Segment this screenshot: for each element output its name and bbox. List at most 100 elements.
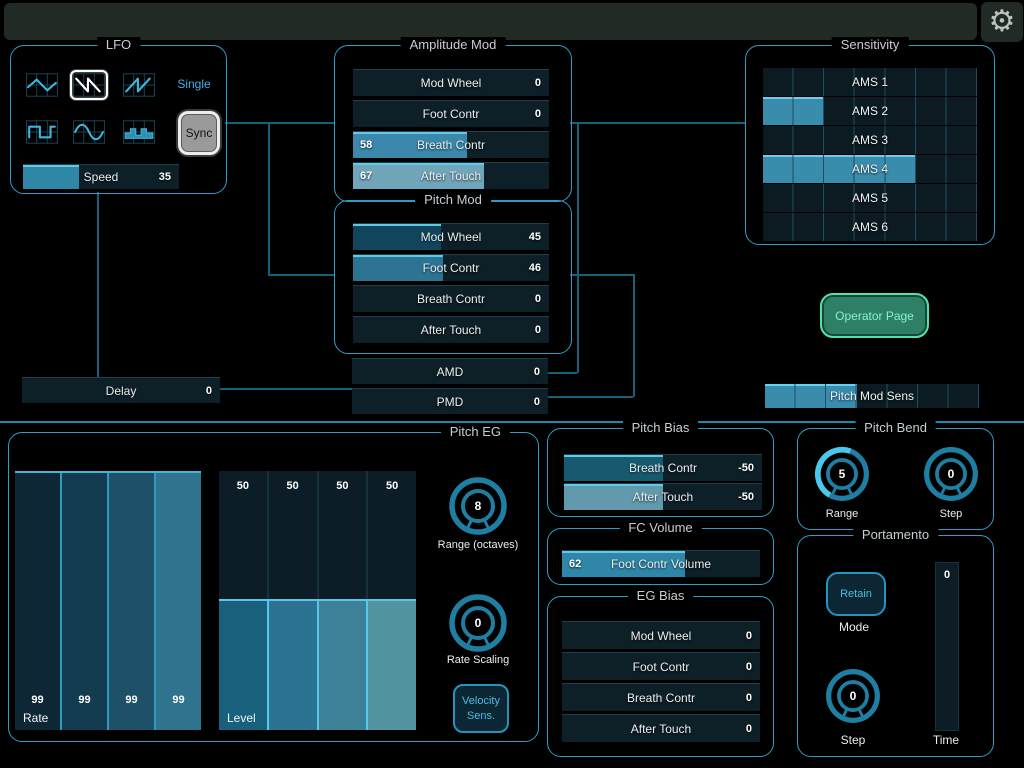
range-octaves-knob[interactable]: 8: [446, 474, 510, 538]
param-fill: [564, 484, 663, 510]
pitch-mod-sens-slider[interactable]: Pitch Mod Sens: [765, 384, 979, 408]
param-row-after-touch[interactable]: After Touch 67: [353, 162, 549, 189]
eg-bias-panel: EG Bias Mod Wheel 0 Foot Contr 0 Breath …: [547, 588, 774, 757]
panel-title: Portamento: [852, 527, 939, 542]
knob-value: 5: [838, 467, 846, 481]
level-bar-2[interactable]: 50: [268, 471, 317, 599]
bend-range-knob[interactable]: 5: [812, 444, 872, 504]
param-label: AMD: [436, 364, 464, 379]
knob-value: 8: [474, 499, 482, 513]
param-value: 58: [360, 139, 373, 151]
param-row-foot-contr[interactable]: Foot Contr 0: [562, 652, 760, 680]
rate-value: 99: [172, 694, 185, 706]
rate-value: 99: [78, 694, 91, 706]
param-label: Breath Contr: [628, 461, 698, 475]
pmd-row[interactable]: PMD 0: [352, 388, 548, 414]
lfo-single-option[interactable]: Single: [177, 77, 211, 91]
param-row-breath-contr[interactable]: Breath Contr 58: [353, 131, 549, 158]
param-row-breath-contr[interactable]: Breath Contr 0: [353, 285, 549, 312]
level-fill-1[interactable]: [219, 601, 267, 730]
level-bar-4[interactable]: 50: [368, 471, 416, 599]
velocity-sens-button[interactable]: Velocity Sens.: [453, 684, 509, 733]
param-label: After Touch: [632, 490, 694, 504]
level-bar-3[interactable]: 50: [318, 471, 367, 599]
param-row-mod-wheel[interactable]: Mod Wheel 0: [562, 621, 760, 649]
rate-value: 99: [125, 694, 138, 706]
panel-title: Pitch Bend: [855, 420, 936, 435]
rate-bar-4[interactable]: 99: [156, 473, 201, 730]
panel-title: EG Bias: [627, 588, 694, 603]
portamento-step-knob[interactable]: 0: [823, 666, 883, 726]
param-row-foot-contr[interactable]: Foot Contr 0: [353, 100, 549, 127]
param-value: 0: [745, 722, 752, 735]
param-value: 0: [534, 293, 541, 305]
param-label: Breath Contr: [416, 292, 486, 306]
foot-contr-volume-row[interactable]: Foot Contr Volume 62: [562, 550, 760, 577]
ams5-row[interactable]: AMS 5: [763, 184, 977, 212]
param-value: 0: [534, 77, 541, 89]
portamento-time-slider[interactable]: 0: [935, 562, 959, 731]
velocity-sens-label: Velocity Sens.: [462, 695, 500, 722]
param-row-after-touch[interactable]: After Touch 0: [353, 316, 549, 343]
param-row-foot-contr[interactable]: Foot Contr 46: [353, 254, 549, 281]
lfo-wave-square-icon[interactable]: [26, 120, 58, 144]
panel-title: Sensitivity: [831, 37, 909, 52]
pitch-bend-panel: Pitch Bend 5 Range 0 Step: [797, 420, 994, 530]
connector-line: [268, 122, 270, 275]
param-value: 0: [745, 691, 752, 704]
level-fill-3[interactable]: [318, 601, 367, 730]
lfo-wave-triangle-icon[interactable]: [26, 73, 58, 97]
param-row-after-touch[interactable]: After Touch -50: [564, 483, 762, 510]
level-fill-4[interactable]: [368, 601, 416, 730]
level-fill-2[interactable]: [268, 601, 317, 730]
slider-value: 35: [158, 171, 171, 183]
lfo-wave-saw-down-icon[interactable]: [70, 70, 108, 100]
panel-title: Pitch EG: [440, 424, 510, 439]
rate-bar-2[interactable]: 99: [62, 473, 107, 730]
level-bar-1[interactable]: 50: [219, 471, 267, 599]
param-row-after-touch[interactable]: After Touch 0: [562, 714, 760, 742]
ams4-row[interactable]: AMS 4: [763, 155, 977, 183]
connector-line: [633, 274, 635, 397]
portamento-retain-button[interactable]: Retain: [826, 572, 886, 616]
level-value: 50: [386, 480, 399, 492]
pitch-eg-panel: Pitch EG 99 99 99 99 Rate 50 50 50 50 Le…: [8, 424, 539, 742]
param-label: PMD: [436, 394, 464, 409]
param-value: 0: [533, 365, 540, 378]
param-value: 67: [360, 170, 373, 182]
param-row-breath-contr[interactable]: Breath Contr -50: [564, 454, 762, 481]
knob-label: Step: [939, 508, 963, 520]
sensitivity-panel: Sensitivity AMS 1 AMS 2 AMS 3 AMS 4 AMS …: [745, 37, 995, 245]
operator-page-button[interactable]: Operator Page: [820, 293, 929, 338]
param-value: 0: [534, 324, 541, 336]
rate-bar-3[interactable]: 99: [109, 473, 154, 730]
knob-value: 0: [947, 467, 955, 481]
lfo-wave-sample-hold-icon[interactable]: [123, 120, 155, 144]
rate-value: 99: [31, 694, 44, 706]
param-row-mod-wheel[interactable]: Mod Wheel 0: [353, 69, 549, 96]
lfo-wave-saw-up-icon[interactable]: [123, 73, 155, 97]
lfo-sync-button[interactable]: Sync: [178, 111, 220, 155]
param-value: 0: [205, 384, 212, 397]
param-row-mod-wheel[interactable]: Mod Wheel 45: [353, 223, 549, 250]
level-value: 50: [286, 480, 299, 492]
param-value: 0: [745, 629, 752, 642]
delay-row[interactable]: Delay 0: [22, 377, 220, 403]
rate-bar-1[interactable]: 99: [15, 473, 60, 730]
ams3-row[interactable]: AMS 3: [763, 126, 977, 154]
slider-label: Time: [932, 733, 960, 747]
patch-display[interactable]: [4, 3, 977, 40]
ams2-row[interactable]: AMS 2: [763, 97, 977, 125]
ams1-row[interactable]: AMS 1: [763, 68, 977, 96]
knob-value: 0: [474, 616, 482, 630]
bend-step-knob[interactable]: 0: [921, 444, 981, 504]
param-label: Breath Contr: [416, 138, 486, 152]
rate-scaling-knob[interactable]: 0: [446, 591, 510, 655]
lfo-wave-sine-icon[interactable]: [73, 120, 105, 144]
ams-label: AMS 1: [851, 75, 888, 89]
lfo-speed-slider[interactable]: Speed 35: [23, 164, 179, 189]
settings-button[interactable]: ⚙: [981, 2, 1023, 42]
ams6-row[interactable]: AMS 6: [763, 213, 977, 241]
amd-row[interactable]: AMD 0: [352, 358, 548, 384]
param-row-breath-contr[interactable]: Breath Contr 0: [562, 683, 760, 711]
